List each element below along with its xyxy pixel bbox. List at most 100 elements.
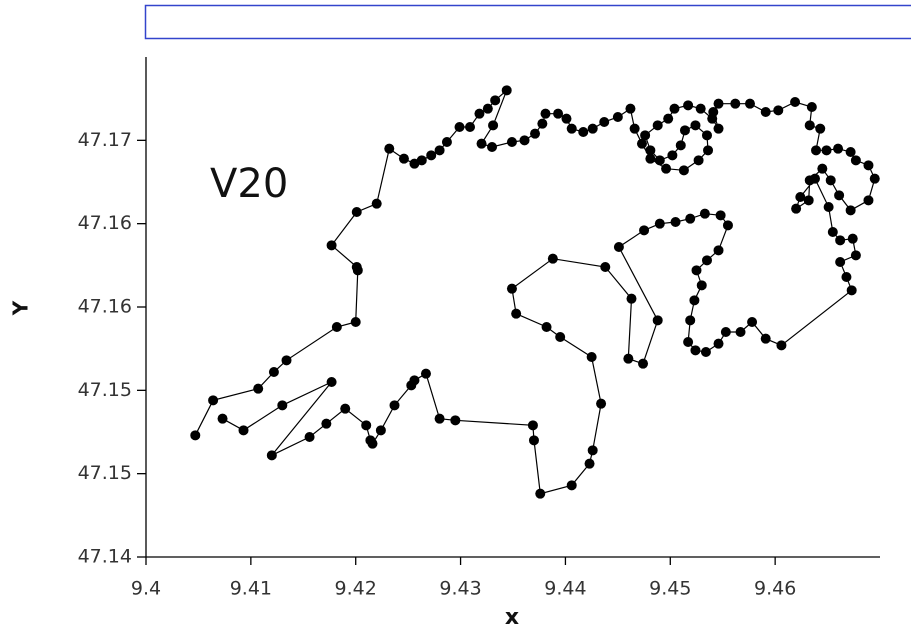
y-tick-label: 47.15 [78, 379, 132, 401]
point [696, 280, 707, 291]
point [527, 420, 538, 431]
y-tick-label: 47.15 [78, 462, 132, 484]
point [398, 153, 409, 164]
y-tick-label: 47.16 [78, 212, 132, 234]
point [389, 400, 400, 411]
point [845, 205, 856, 216]
point [416, 155, 427, 166]
point [747, 317, 758, 327]
point [613, 242, 624, 252]
point [537, 118, 548, 129]
point [612, 112, 623, 122]
point [713, 245, 724, 256]
x-tick-label: 9.45 [649, 578, 691, 600]
point [351, 262, 362, 272]
point [474, 108, 485, 119]
point [701, 255, 712, 266]
point [679, 125, 690, 136]
point [487, 142, 498, 152]
point [693, 155, 704, 166]
point [715, 210, 726, 221]
point [845, 147, 856, 157]
point [760, 107, 771, 117]
point [406, 380, 417, 391]
point [825, 175, 836, 186]
point [827, 227, 838, 237]
point [326, 240, 337, 251]
point [190, 430, 201, 441]
point [321, 418, 332, 429]
point [722, 220, 733, 231]
point [713, 98, 724, 109]
point [645, 145, 656, 156]
point [713, 338, 724, 349]
point [208, 395, 219, 406]
point [434, 145, 445, 156]
point [744, 98, 755, 109]
point [735, 327, 746, 337]
point [841, 272, 852, 282]
point [846, 285, 857, 296]
point [482, 103, 493, 114]
point [663, 113, 674, 124]
point [625, 103, 636, 114]
header-box [144, 4, 911, 40]
point [803, 195, 814, 206]
point [450, 415, 461, 426]
point [375, 425, 386, 436]
point [441, 137, 452, 147]
point [675, 140, 686, 151]
point [654, 155, 665, 166]
point [350, 317, 361, 327]
point [426, 150, 437, 161]
point [371, 198, 382, 209]
point [685, 315, 696, 326]
point [454, 122, 465, 132]
point [519, 135, 530, 146]
point [351, 207, 362, 217]
point [683, 100, 694, 111]
point [636, 138, 647, 149]
point [365, 435, 376, 446]
point [361, 420, 372, 431]
point [869, 173, 880, 184]
point [640, 130, 651, 141]
point [835, 257, 846, 267]
point [713, 123, 724, 134]
point [863, 160, 874, 171]
y-tick-label: 47.14 [78, 546, 132, 568]
point [695, 103, 706, 114]
point [850, 155, 861, 166]
point [645, 153, 656, 164]
point [304, 432, 315, 442]
point [669, 103, 680, 114]
x-tick-label: 9.43 [439, 578, 481, 600]
point [804, 120, 815, 131]
point [691, 265, 702, 276]
point [268, 367, 279, 377]
point [817, 163, 828, 174]
point [835, 235, 846, 246]
point [587, 445, 598, 456]
point [689, 295, 700, 306]
point [547, 253, 558, 264]
point [340, 403, 351, 414]
y-axis-label: Y [9, 300, 33, 316]
point [815, 123, 826, 134]
point [553, 108, 564, 119]
point [238, 425, 249, 436]
point [700, 347, 711, 357]
point [599, 117, 610, 127]
point [566, 123, 577, 134]
point [811, 145, 822, 156]
point [823, 202, 834, 212]
point [708, 107, 719, 117]
x-tick-label: 9.4 [131, 578, 161, 600]
point [434, 413, 445, 424]
point [703, 145, 714, 156]
point [791, 203, 802, 214]
point [217, 413, 228, 424]
point [863, 195, 874, 206]
point [833, 143, 844, 154]
point [277, 400, 288, 411]
